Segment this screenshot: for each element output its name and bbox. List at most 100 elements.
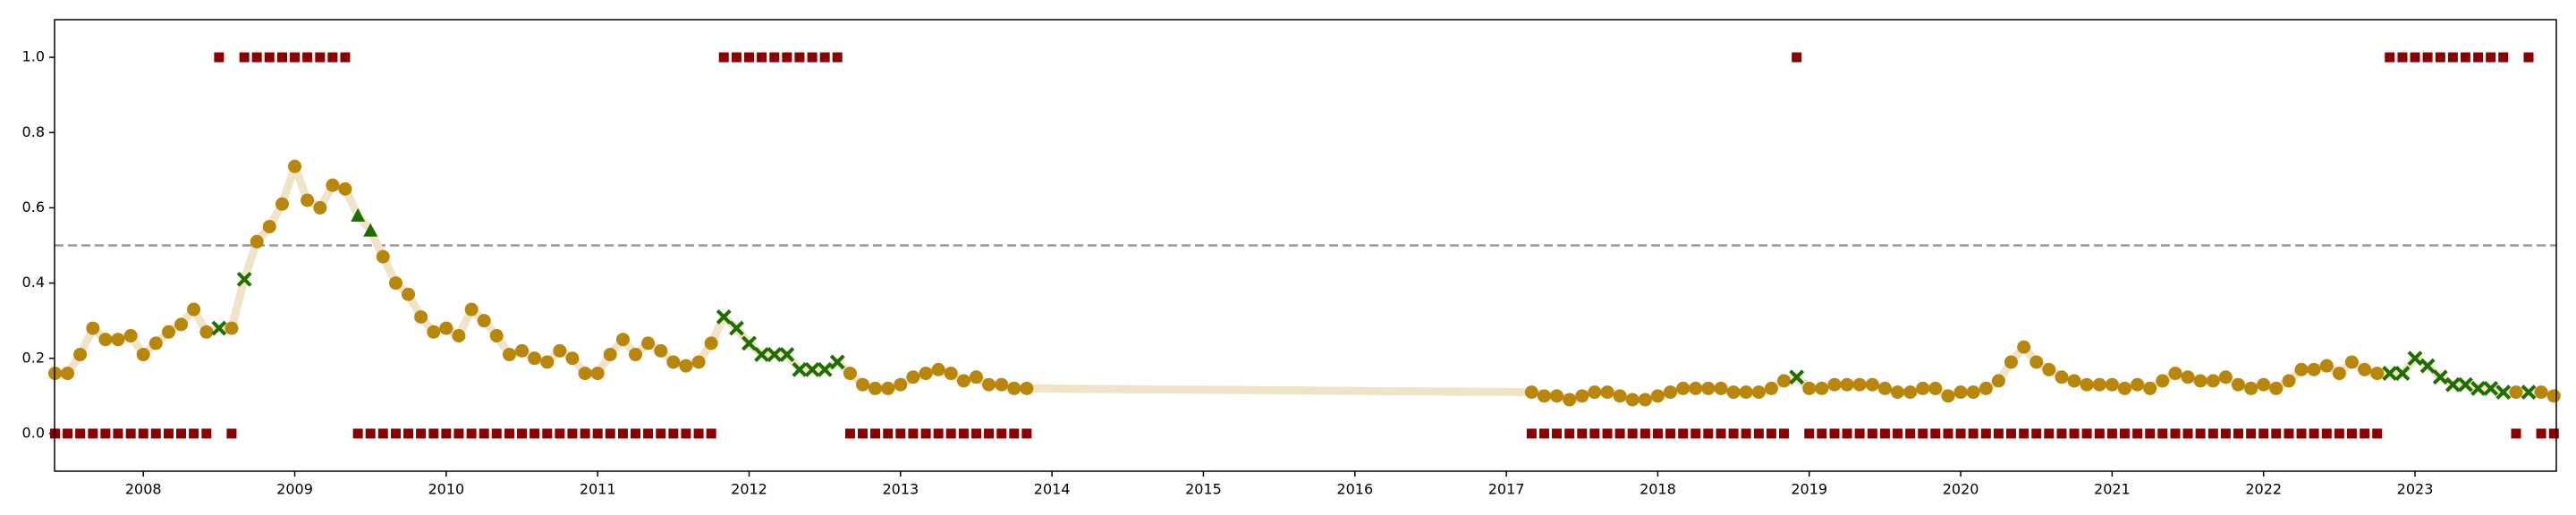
point-square (1918, 428, 1928, 439)
x-tick-label: 2008 (125, 481, 162, 498)
point-circle (2307, 362, 2321, 376)
point-circle (2017, 340, 2031, 354)
point-circle (2231, 377, 2245, 392)
point-square (819, 52, 830, 63)
point-square (504, 428, 514, 439)
point-square (2486, 52, 2496, 63)
point-cross (804, 361, 820, 377)
point-circle (2080, 377, 2094, 392)
point-square (1778, 428, 1789, 439)
x-tick-label: 2019 (1791, 481, 1827, 498)
point-square (933, 428, 944, 439)
point-square (2447, 52, 2458, 63)
point-circle (2067, 374, 2081, 388)
point-circle (1751, 385, 1766, 400)
point-circle (288, 159, 302, 173)
point-square (1766, 428, 1776, 439)
point-cross (2419, 358, 2436, 374)
point-circle (2534, 385, 2548, 400)
point-square (2548, 428, 2559, 439)
point-circle (136, 348, 150, 362)
point-square (2397, 52, 2408, 63)
point-square (2346, 428, 2357, 439)
point-square (2334, 428, 2344, 439)
point-circle (2042, 362, 2056, 376)
point-square (693, 428, 704, 439)
point-square (2271, 428, 2282, 439)
point-square (1993, 428, 2004, 439)
point-circle (919, 367, 933, 381)
point-square (883, 428, 894, 439)
point-cross (754, 347, 769, 362)
point-circle (2181, 370, 2195, 384)
point-circle (578, 367, 592, 381)
point-square (1640, 428, 1650, 439)
point-cross (729, 320, 744, 336)
point-square (1526, 428, 1537, 439)
point-circle (1600, 385, 1614, 400)
point-square (302, 52, 313, 63)
point-square (668, 428, 679, 439)
point-circle (855, 377, 869, 392)
point-circle (1815, 381, 1829, 395)
point-circle (1877, 381, 1892, 395)
point-circle (61, 367, 75, 381)
point-square (1804, 428, 1815, 439)
point-square (377, 428, 388, 439)
point-circle (123, 329, 138, 342)
point-triangle (363, 223, 378, 237)
point-circle (301, 193, 315, 207)
point-square (631, 428, 641, 439)
point-circle (388, 276, 402, 291)
point-square (617, 428, 628, 439)
point-square (226, 428, 237, 439)
point-circle (502, 348, 516, 362)
point-square (163, 428, 174, 439)
point-square (1943, 428, 1953, 439)
point-circle (489, 329, 504, 342)
point-square (857, 428, 868, 439)
point-circle (540, 355, 555, 369)
point-circle (704, 336, 718, 350)
point-square (2246, 428, 2257, 439)
point-square (2069, 428, 2080, 439)
point-square (2536, 428, 2546, 439)
x-tick-label: 2022 (2245, 481, 2282, 498)
point-circle (1991, 374, 2005, 388)
point-square (340, 52, 351, 63)
point-square (2157, 428, 2168, 439)
point-circle (2282, 374, 2296, 388)
point-square (1678, 428, 1689, 439)
point-square (2385, 52, 2395, 63)
y-tick-label: 0.8 (22, 123, 45, 140)
point-circle (1827, 377, 1842, 392)
point-circle (161, 325, 175, 339)
point-square (908, 428, 919, 439)
point-square (1703, 428, 1714, 439)
point-square (769, 52, 780, 63)
point-circle (2319, 359, 2334, 373)
point-circle (1007, 381, 1021, 395)
point-square (681, 428, 691, 439)
point-square (920, 428, 931, 439)
point-square (1792, 52, 1802, 63)
point-circle (1676, 381, 1690, 395)
point-square (453, 428, 464, 439)
point-triangle (351, 207, 366, 222)
point-square (895, 428, 906, 439)
point-circle (995, 377, 1009, 392)
point-square (290, 52, 301, 63)
point-circle (275, 197, 289, 211)
point-circle (111, 333, 125, 347)
plot-frame (54, 19, 2557, 472)
point-circle (1537, 389, 1551, 403)
point-square (945, 428, 956, 439)
point-circle (1575, 389, 1589, 403)
point-circle (931, 362, 945, 376)
x-tick-label: 2015 (1185, 481, 1222, 498)
point-square (1879, 428, 1890, 439)
point-square (276, 52, 287, 63)
point-square (264, 52, 275, 63)
point-square (189, 428, 199, 439)
point-circle (2004, 355, 2018, 369)
